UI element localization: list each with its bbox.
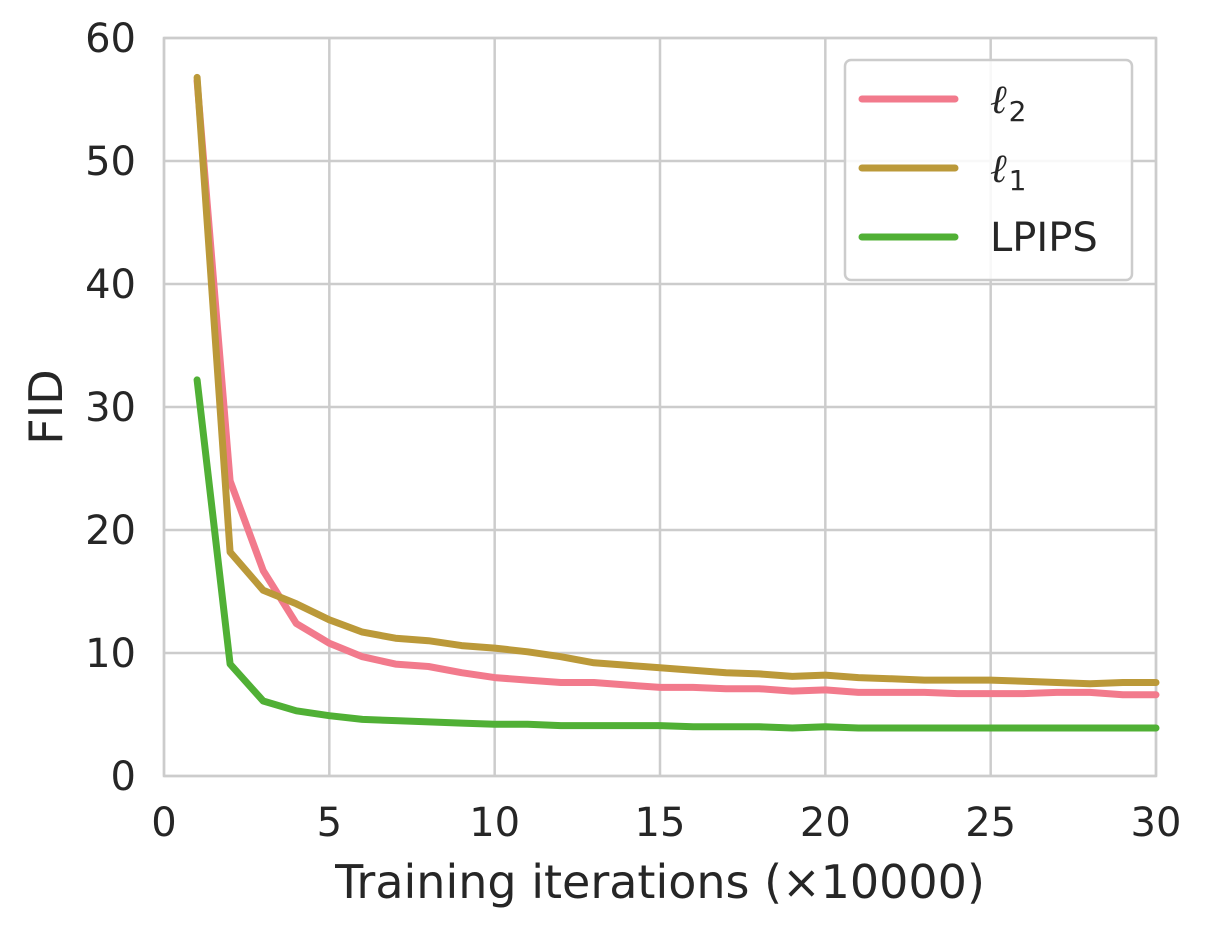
y-tick-label: 10 bbox=[85, 631, 136, 677]
legend-entry-name: ℓ bbox=[990, 146, 1007, 192]
y-axis-label: FID bbox=[19, 369, 73, 444]
legend-entry-label: ℓ2 bbox=[990, 77, 1027, 128]
y-tick-label: 40 bbox=[85, 262, 136, 308]
y-tick-label: 60 bbox=[85, 16, 136, 62]
legend-entry-name: ℓ bbox=[990, 77, 1007, 123]
y-tick-label: 0 bbox=[111, 754, 136, 800]
series-lines bbox=[193, 73, 1160, 732]
series-line-1 bbox=[193, 73, 1160, 688]
tick-labels: 0 5 10 15 20 25 30 0 10 20 30 40 50 60 bbox=[85, 16, 1181, 846]
legend-box bbox=[843, 58, 1134, 282]
x-axis-label: Training iterations (×10000) bbox=[334, 855, 985, 909]
y-tick-label: 20 bbox=[85, 508, 136, 554]
x-tick-label: 25 bbox=[965, 800, 1016, 846]
x-tick-label: 10 bbox=[469, 800, 520, 846]
legend-entry-name: LPIPS bbox=[990, 215, 1098, 261]
series-line-0 bbox=[193, 77, 1160, 699]
x-tick-label: 30 bbox=[1131, 800, 1182, 846]
x-tick-label: 20 bbox=[800, 800, 851, 846]
y-tick-label: 50 bbox=[85, 139, 136, 185]
legend-entry-subscript: 2 bbox=[1009, 95, 1027, 128]
y-tick-label: 30 bbox=[85, 385, 136, 431]
x-tick-label: 15 bbox=[635, 800, 686, 846]
legend-entry-label: LPIPS bbox=[990, 215, 1098, 261]
series-line-2 bbox=[193, 376, 1160, 732]
x-tick-label: 5 bbox=[317, 800, 342, 846]
plot-frame bbox=[162, 36, 1158, 778]
legend-entry-label: ℓ1 bbox=[990, 146, 1027, 197]
x-tick-label: 0 bbox=[151, 800, 176, 846]
legend-entry-subscript: 1 bbox=[1009, 164, 1027, 197]
